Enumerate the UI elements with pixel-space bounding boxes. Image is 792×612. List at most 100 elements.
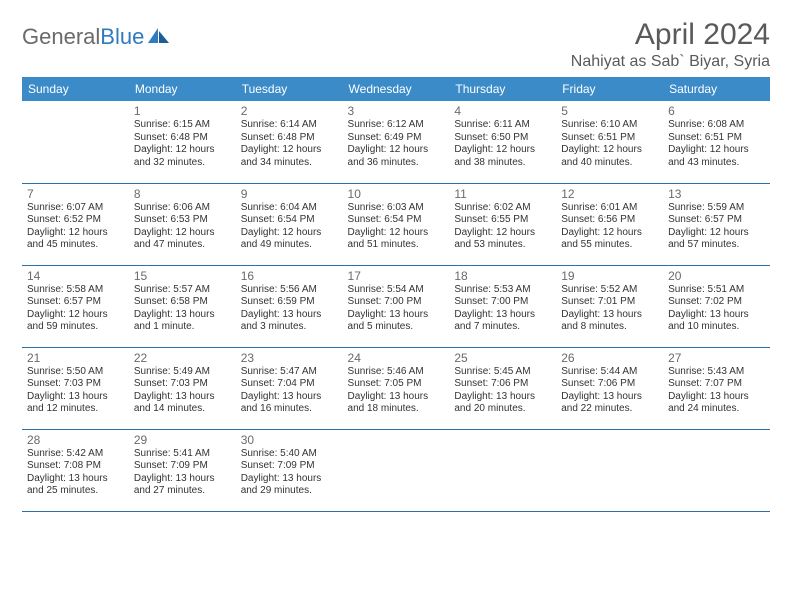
day-info: Sunrise: 6:01 AMSunset: 6:56 PMDaylight:… (561, 202, 658, 252)
info-line-d2: and 40 minutes. (561, 157, 658, 170)
info-line-ss: Sunset: 7:09 PM (241, 460, 338, 473)
day-info: Sunrise: 6:10 AMSunset: 6:51 PMDaylight:… (561, 119, 658, 169)
calendar-day: 22Sunrise: 5:49 AMSunset: 7:03 PMDayligh… (129, 347, 236, 429)
day-number: 16 (241, 269, 338, 283)
info-line-sr: Sunrise: 5:49 AM (134, 366, 231, 379)
day-number: 6 (668, 104, 765, 118)
day-info: Sunrise: 6:06 AMSunset: 6:53 PMDaylight:… (134, 202, 231, 252)
info-line-sr: Sunrise: 5:50 AM (27, 366, 124, 379)
info-line-sr: Sunrise: 5:54 AM (348, 284, 445, 297)
info-line-d1: Daylight: 12 hours (348, 227, 445, 240)
info-line-d1: Daylight: 13 hours (454, 391, 551, 404)
calendar-day-empty (449, 429, 556, 511)
day-number: 2 (241, 104, 338, 118)
calendar-day: 14Sunrise: 5:58 AMSunset: 6:57 PMDayligh… (22, 265, 129, 347)
info-line-d1: Daylight: 13 hours (454, 309, 551, 322)
info-line-d2: and 47 minutes. (134, 239, 231, 252)
info-line-sr: Sunrise: 5:40 AM (241, 448, 338, 461)
day-info: Sunrise: 6:15 AMSunset: 6:48 PMDaylight:… (134, 119, 231, 169)
info-line-d1: Daylight: 13 hours (348, 391, 445, 404)
info-line-d2: and 32 minutes. (134, 157, 231, 170)
info-line-sr: Sunrise: 5:43 AM (668, 366, 765, 379)
info-line-ss: Sunset: 6:57 PM (668, 214, 765, 227)
day-info: Sunrise: 5:51 AMSunset: 7:02 PMDaylight:… (668, 284, 765, 334)
info-line-sr: Sunrise: 5:46 AM (348, 366, 445, 379)
info-line-d1: Daylight: 12 hours (348, 144, 445, 157)
info-line-ss: Sunset: 6:53 PM (134, 214, 231, 227)
info-line-d2: and 36 minutes. (348, 157, 445, 170)
info-line-sr: Sunrise: 5:57 AM (134, 284, 231, 297)
day-info: Sunrise: 5:44 AMSunset: 7:06 PMDaylight:… (561, 366, 658, 416)
info-line-d2: and 7 minutes. (454, 321, 551, 334)
day-number: 26 (561, 351, 658, 365)
day-info: Sunrise: 5:53 AMSunset: 7:00 PMDaylight:… (454, 284, 551, 334)
day-number: 30 (241, 433, 338, 447)
day-info: Sunrise: 6:02 AMSunset: 6:55 PMDaylight:… (454, 202, 551, 252)
info-line-sr: Sunrise: 5:56 AM (241, 284, 338, 297)
calendar-day: 12Sunrise: 6:01 AMSunset: 6:56 PMDayligh… (556, 183, 663, 265)
calendar-day: 23Sunrise: 5:47 AMSunset: 7:04 PMDayligh… (236, 347, 343, 429)
info-line-sr: Sunrise: 5:42 AM (27, 448, 124, 461)
day-number: 17 (348, 269, 445, 283)
info-line-sr: Sunrise: 6:11 AM (454, 119, 551, 132)
info-line-ss: Sunset: 6:59 PM (241, 296, 338, 309)
day-header: Sunday (22, 77, 129, 101)
day-number: 24 (348, 351, 445, 365)
day-info: Sunrise: 5:41 AMSunset: 7:09 PMDaylight:… (134, 448, 231, 498)
info-line-d2: and 8 minutes. (561, 321, 658, 334)
calendar-day: 4Sunrise: 6:11 AMSunset: 6:50 PMDaylight… (449, 101, 556, 183)
day-number: 7 (27, 187, 124, 201)
calendar-week: 7Sunrise: 6:07 AMSunset: 6:52 PMDaylight… (22, 183, 770, 265)
day-info: Sunrise: 6:03 AMSunset: 6:54 PMDaylight:… (348, 202, 445, 252)
calendar-day: 21Sunrise: 5:50 AMSunset: 7:03 PMDayligh… (22, 347, 129, 429)
calendar-week: 21Sunrise: 5:50 AMSunset: 7:03 PMDayligh… (22, 347, 770, 429)
info-line-d2: and 29 minutes. (241, 485, 338, 498)
info-line-ss: Sunset: 6:52 PM (27, 214, 124, 227)
info-line-sr: Sunrise: 5:58 AM (27, 284, 124, 297)
calendar-day: 17Sunrise: 5:54 AMSunset: 7:00 PMDayligh… (343, 265, 450, 347)
calendar-day-empty (22, 101, 129, 183)
day-info: Sunrise: 5:43 AMSunset: 7:07 PMDaylight:… (668, 366, 765, 416)
info-line-ss: Sunset: 7:04 PM (241, 378, 338, 391)
info-line-sr: Sunrise: 5:59 AM (668, 202, 765, 215)
info-line-d1: Daylight: 12 hours (454, 227, 551, 240)
calendar-week: 14Sunrise: 5:58 AMSunset: 6:57 PMDayligh… (22, 265, 770, 347)
calendar-week: 1Sunrise: 6:15 AMSunset: 6:48 PMDaylight… (22, 101, 770, 183)
day-number: 15 (134, 269, 231, 283)
calendar-day: 13Sunrise: 5:59 AMSunset: 6:57 PMDayligh… (663, 183, 770, 265)
day-number: 10 (348, 187, 445, 201)
info-line-d2: and 1 minute. (134, 321, 231, 334)
info-line-ss: Sunset: 7:00 PM (348, 296, 445, 309)
info-line-sr: Sunrise: 6:03 AM (348, 202, 445, 215)
info-line-d1: Daylight: 12 hours (134, 144, 231, 157)
info-line-d1: Daylight: 13 hours (241, 309, 338, 322)
calendar-day: 20Sunrise: 5:51 AMSunset: 7:02 PMDayligh… (663, 265, 770, 347)
calendar-day: 5Sunrise: 6:10 AMSunset: 6:51 PMDaylight… (556, 101, 663, 183)
info-line-d2: and 20 minutes. (454, 403, 551, 416)
info-line-d1: Daylight: 12 hours (561, 227, 658, 240)
day-number: 1 (134, 104, 231, 118)
info-line-sr: Sunrise: 5:47 AM (241, 366, 338, 379)
info-line-d1: Daylight: 12 hours (668, 144, 765, 157)
day-number: 20 (668, 269, 765, 283)
calendar-day: 10Sunrise: 6:03 AMSunset: 6:54 PMDayligh… (343, 183, 450, 265)
info-line-d1: Daylight: 12 hours (668, 227, 765, 240)
day-header: Thursday (449, 77, 556, 101)
sail-icon (148, 24, 170, 50)
day-number: 3 (348, 104, 445, 118)
info-line-sr: Sunrise: 5:52 AM (561, 284, 658, 297)
calendar-day: 6Sunrise: 6:08 AMSunset: 6:51 PMDaylight… (663, 101, 770, 183)
info-line-sr: Sunrise: 6:10 AM (561, 119, 658, 132)
info-line-d2: and 38 minutes. (454, 157, 551, 170)
info-line-ss: Sunset: 7:09 PM (134, 460, 231, 473)
info-line-d1: Daylight: 12 hours (454, 144, 551, 157)
info-line-d2: and 51 minutes. (348, 239, 445, 252)
day-info: Sunrise: 5:40 AMSunset: 7:09 PMDaylight:… (241, 448, 338, 498)
day-info: Sunrise: 5:52 AMSunset: 7:01 PMDaylight:… (561, 284, 658, 334)
calendar-day: 24Sunrise: 5:46 AMSunset: 7:05 PMDayligh… (343, 347, 450, 429)
day-info: Sunrise: 6:04 AMSunset: 6:54 PMDaylight:… (241, 202, 338, 252)
info-line-d1: Daylight: 13 hours (348, 309, 445, 322)
info-line-ss: Sunset: 6:54 PM (348, 214, 445, 227)
day-header: Wednesday (343, 77, 450, 101)
info-line-d1: Daylight: 13 hours (134, 391, 231, 404)
